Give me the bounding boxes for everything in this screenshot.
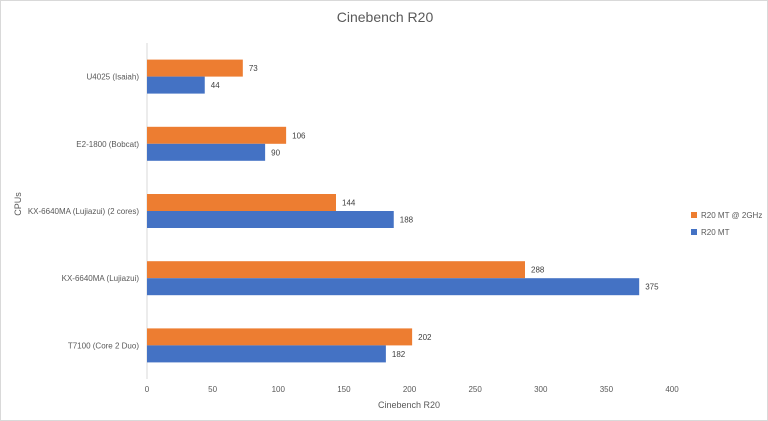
- x-tick-label: 350: [600, 385, 614, 394]
- legend-swatch: [691, 212, 697, 218]
- plot-area: 0 50 100 150 200 250 300 350 400 U4025 (Isaiah) 73…: [28, 43, 679, 394]
- data-label: 375: [645, 283, 659, 292]
- legend: R20 MT @ 2GHz R20 MT: [691, 211, 762, 237]
- bar: [147, 76, 205, 94]
- data-label: 90: [271, 148, 280, 157]
- bar: [147, 59, 243, 77]
- data-label: 106: [292, 131, 306, 140]
- data-label: 182: [392, 350, 406, 359]
- legend-swatch: [691, 229, 697, 235]
- category-label: KX-6640MA (Lujiazui) (2 cores): [28, 207, 139, 216]
- data-label: 202: [418, 333, 432, 342]
- data-label: 288: [531, 266, 545, 275]
- bar: [147, 278, 640, 296]
- chart-title: Cinebench R20: [337, 9, 434, 25]
- x-tick-label: 0: [145, 385, 150, 394]
- bar: [147, 345, 386, 363]
- y-axis-title: CPUs: [13, 192, 23, 216]
- bar: [147, 126, 287, 144]
- bar: [147, 143, 266, 161]
- x-axis-title: Cinebench R20: [378, 400, 440, 410]
- data-label: 44: [211, 81, 220, 90]
- data-label: 144: [342, 199, 356, 208]
- x-tick-label: 150: [337, 385, 351, 394]
- x-tick-label: 200: [403, 385, 417, 394]
- data-label: 188: [400, 216, 414, 225]
- bar: [147, 328, 413, 346]
- x-tick-label: 300: [534, 385, 548, 394]
- x-tick-label: 100: [272, 385, 286, 394]
- bar: [147, 261, 525, 279]
- legend-label: R20 MT: [701, 228, 730, 237]
- bar: [147, 211, 394, 228]
- legend-label: R20 MT @ 2GHz: [701, 211, 762, 220]
- category-label: U4025 (Isaiah): [87, 73, 140, 82]
- bar: [147, 194, 336, 211]
- category-label: T7100 (Core 2 Duo): [68, 341, 139, 350]
- x-tick-label: 50: [208, 385, 217, 394]
- data-label: 73: [249, 64, 258, 73]
- x-tick-label: 250: [468, 385, 482, 394]
- category-label: KX-6640MA (Lujiazui): [62, 274, 140, 283]
- category-label: E2-1800 (Bobcat): [76, 140, 139, 149]
- x-tick-label: 400: [665, 385, 679, 394]
